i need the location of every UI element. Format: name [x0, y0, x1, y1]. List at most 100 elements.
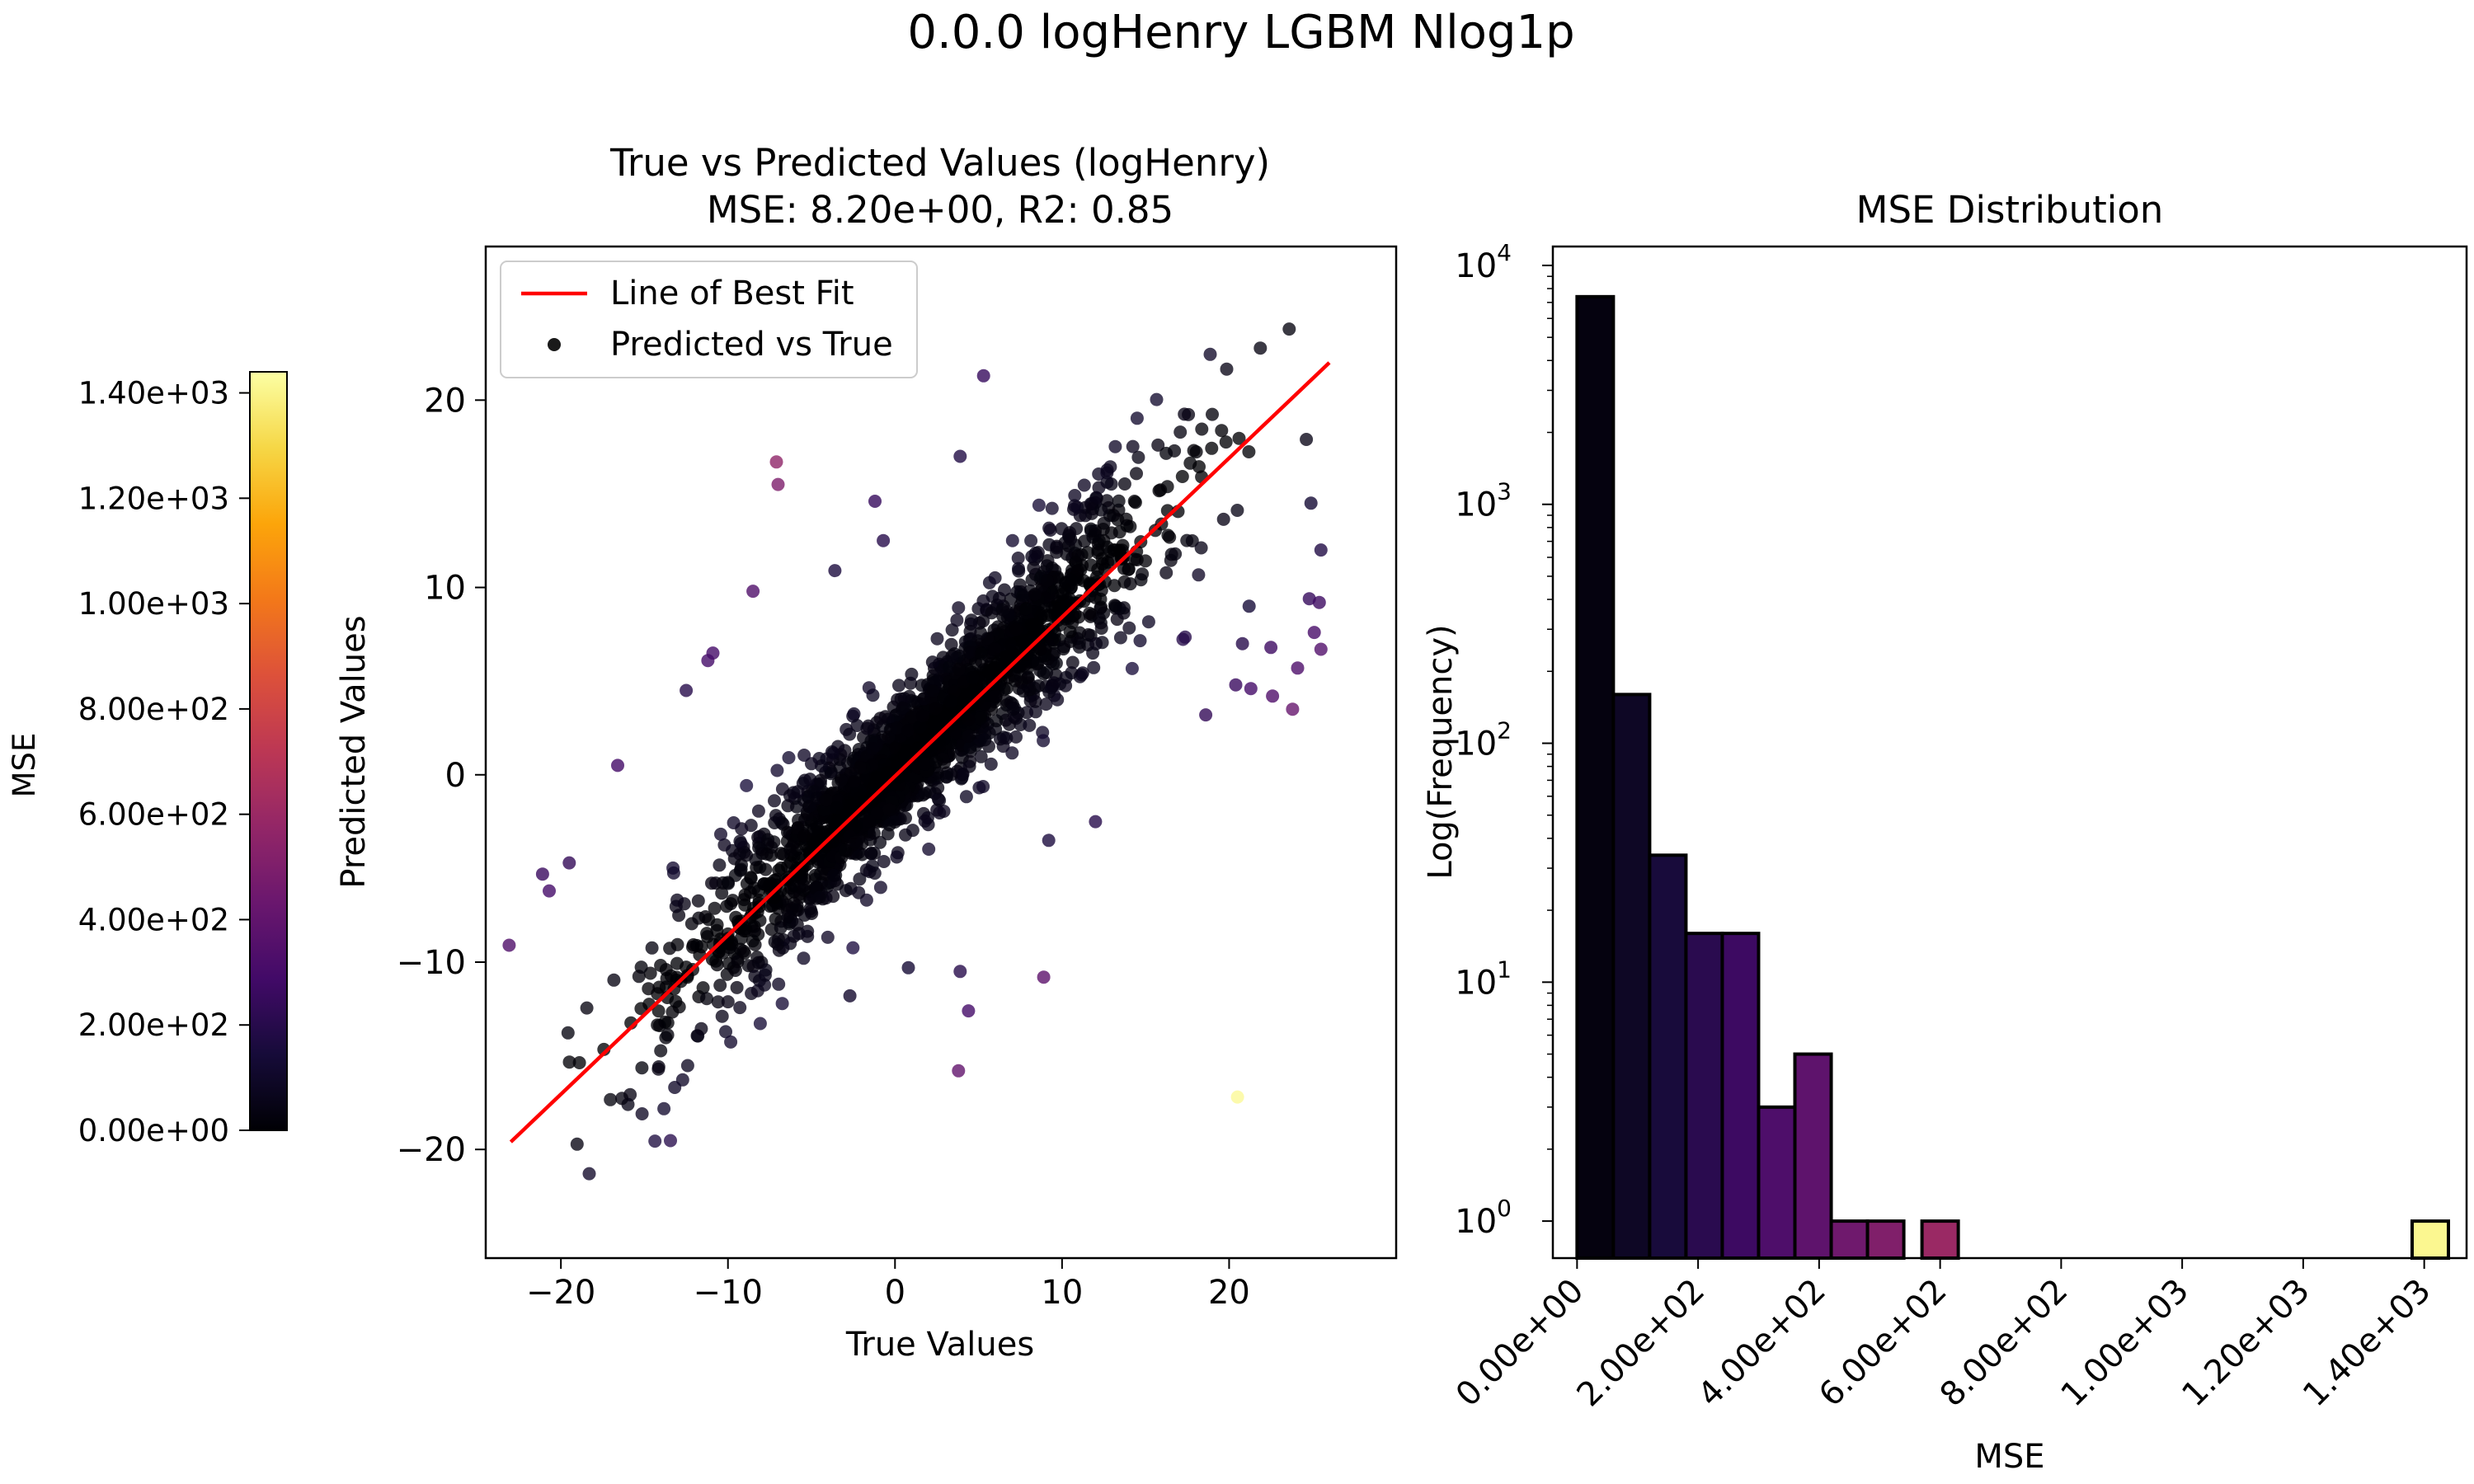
- scatter-point: [642, 982, 656, 996]
- scatter-point: [1230, 1090, 1244, 1104]
- scatter-point: [988, 642, 1002, 655]
- scatter-point: [896, 701, 910, 715]
- scatter-point: [821, 930, 835, 944]
- scatter-y-tick-label: 20: [424, 382, 466, 420]
- scatter-point: [899, 811, 912, 825]
- scatter-point: [865, 859, 879, 873]
- scatter-point: [535, 867, 549, 881]
- scatter-axes: −20 −10 0 10 20 −20 −10 0 10 20: [397, 382, 1250, 1312]
- scatter-point: [890, 721, 904, 735]
- scatter-point: [797, 951, 811, 965]
- scatter-point: [562, 1055, 576, 1069]
- scatter-point: [962, 729, 976, 743]
- scatter-point: [1215, 424, 1229, 438]
- scatter-point: [974, 626, 988, 640]
- scatter-point: [900, 744, 913, 758]
- scatter-point: [1130, 553, 1144, 566]
- scatter-point: [976, 369, 990, 383]
- scatter-point: [668, 1081, 682, 1094]
- histogram-bar: [1611, 693, 1652, 1260]
- scatter-point: [984, 757, 998, 771]
- scatter-point: [918, 757, 932, 771]
- scatter-point: [1087, 660, 1101, 674]
- scatter-point: [901, 960, 915, 974]
- scatter-point: [962, 712, 976, 726]
- scatter-point: [1019, 602, 1033, 616]
- scatter-point: [689, 938, 703, 952]
- scatter-point: [1286, 702, 1300, 716]
- scatter-x-tick-label: −20: [526, 1274, 595, 1312]
- scatter-point: [1130, 411, 1144, 425]
- scatter-point: [769, 455, 783, 469]
- scatter-point: [1056, 587, 1070, 601]
- scatter-point: [1136, 567, 1150, 581]
- scatter-point: [1094, 622, 1108, 635]
- scatter-point: [1042, 834, 1056, 848]
- scatter-point: [582, 1167, 596, 1181]
- scatter-point: [1282, 322, 1296, 336]
- scatter-point: [761, 833, 775, 847]
- scatter-point: [1064, 532, 1078, 546]
- scatter-point: [1154, 483, 1168, 497]
- scatter-point: [1199, 708, 1213, 722]
- scatter-point: [864, 847, 878, 861]
- scatter-point: [1180, 533, 1194, 547]
- scatter-xlabel: True Values: [845, 1326, 1034, 1364]
- scatter-point: [1016, 589, 1030, 603]
- scatter-y-tick-label: 0: [445, 757, 466, 795]
- histogram-x-tick-label: 4.00e+02: [1691, 1272, 1833, 1415]
- colorbar-strip: [249, 371, 288, 1131]
- scatter-point: [502, 938, 516, 952]
- histogram-bar: [1920, 1219, 1960, 1260]
- scatter-point: [1094, 503, 1108, 517]
- scatter-point: [835, 773, 849, 787]
- histogram-x-tick-label: 8.00e+02: [1933, 1272, 2076, 1415]
- scatter-point: [1163, 530, 1177, 544]
- scatter-point: [1169, 547, 1183, 561]
- scatter-point: [744, 871, 758, 885]
- scatter-point: [853, 761, 867, 774]
- scatter-point: [1094, 592, 1108, 606]
- scatter-point: [1150, 392, 1164, 406]
- scatter-point: [714, 827, 727, 841]
- scatter-point: [696, 981, 710, 995]
- histogram-panel: MSE Distribution 0.00e+002.00e+024.00e+0…: [1422, 188, 2468, 1476]
- scatter-plot-frame: [484, 245, 1398, 1260]
- scatter-point: [952, 1064, 966, 1078]
- scatter-point: [1028, 705, 1042, 719]
- scatter-point: [1005, 533, 1019, 547]
- scatter-point: [933, 806, 947, 819]
- scatter-subtitle: MSE: 8.20e+00, R2: 0.85: [707, 188, 1174, 232]
- scatter-point: [1126, 439, 1140, 453]
- scatter-point: [1108, 579, 1122, 593]
- scatter-point: [850, 719, 864, 732]
- scatter-point: [853, 872, 867, 886]
- histogram-bar: [2410, 1219, 2450, 1260]
- scatter-point: [751, 956, 765, 970]
- scatter-point: [1042, 521, 1056, 535]
- scatter-y-tick-label: 10: [424, 570, 466, 608]
- scatter-point: [648, 1134, 662, 1148]
- scatter-point: [1123, 577, 1137, 591]
- scatter-point: [802, 800, 816, 814]
- colorbar-tick-label: 1.20e+03: [78, 481, 229, 516]
- scatter-point: [1174, 425, 1188, 439]
- scatter-x-tick-label: 10: [1041, 1274, 1083, 1312]
- scatter-point: [758, 968, 772, 982]
- scatter-point: [657, 1101, 671, 1115]
- colorbar-tick-label: 8.00e+02: [78, 692, 229, 727]
- scatter-point: [1108, 599, 1122, 613]
- scatter-point: [1016, 634, 1030, 648]
- scatter-point: [724, 1035, 738, 1049]
- scatter-point: [925, 655, 939, 669]
- histogram-bars: [1575, 294, 2450, 1260]
- scatter-point: [1242, 599, 1256, 613]
- scatter-point: [757, 877, 771, 890]
- scatter-point: [663, 942, 677, 956]
- histogram-y-tick-base: 10: [1455, 247, 1497, 285]
- scatter-point: [1314, 642, 1328, 656]
- scatter-point: [1220, 362, 1234, 376]
- scatter-point: [615, 1092, 629, 1106]
- scatter-point: [748, 970, 762, 984]
- scatter-point: [1117, 477, 1131, 491]
